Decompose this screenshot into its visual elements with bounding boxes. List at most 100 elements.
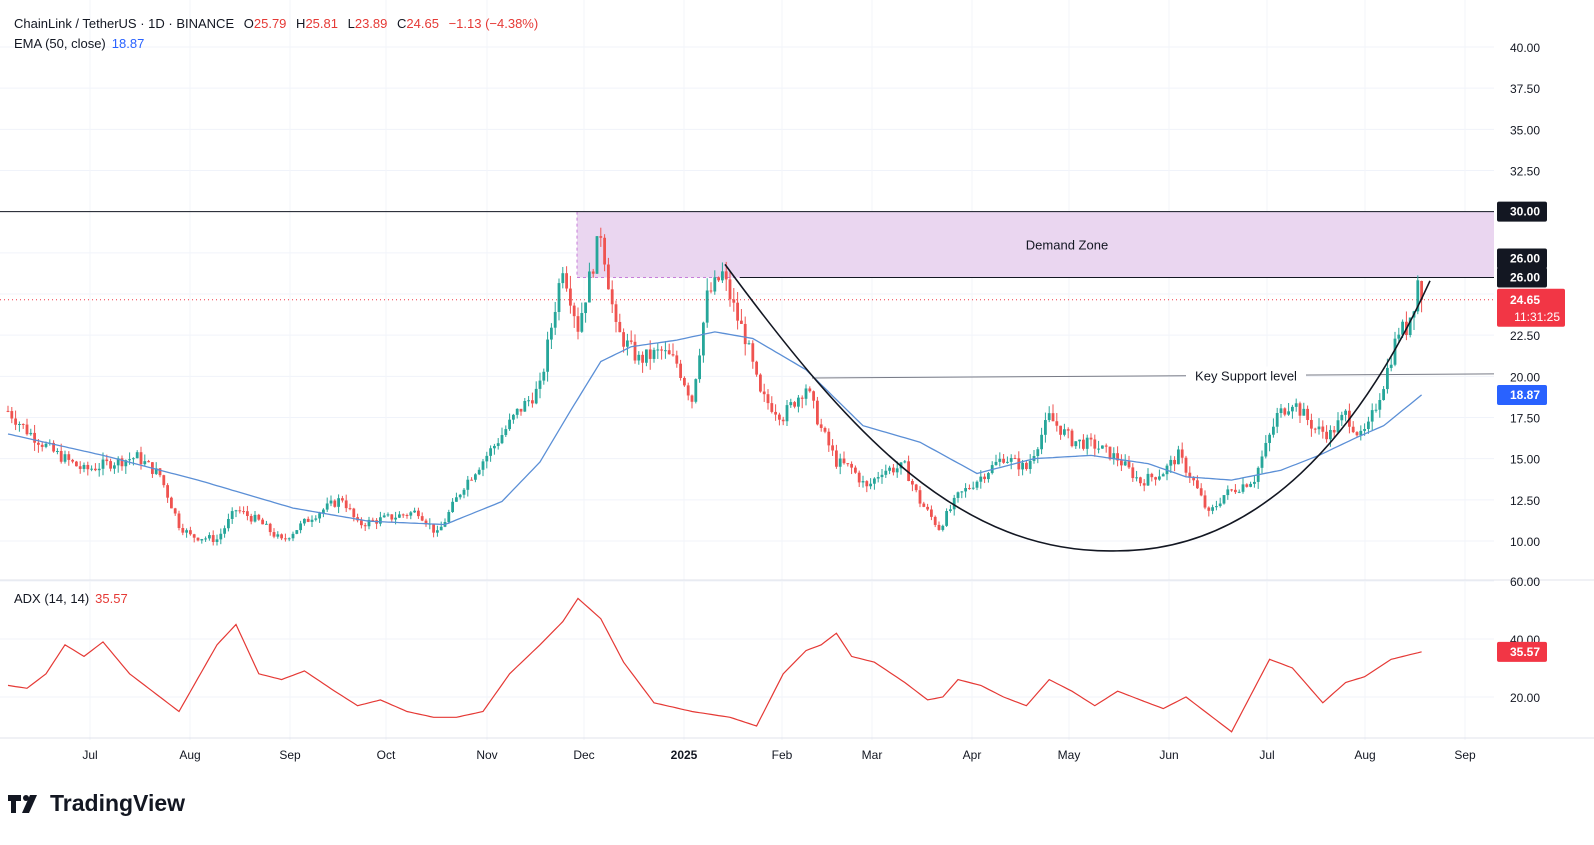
candle-body [565,273,568,289]
candle-body [933,516,937,525]
candle-body [1203,495,1207,508]
candle-body [1025,462,1028,470]
candle-body [774,411,777,415]
symbol-title[interactable]: ChainLink / TetherUS · 1D · BINANCE [14,16,235,31]
candle-body [162,475,166,486]
candle-body [249,515,253,522]
candle-body [82,464,86,469]
candle-body [1287,411,1290,415]
candle-body [1150,473,1154,478]
candle-body [838,458,842,467]
tradingview-logo[interactable]: TradingView [8,790,185,817]
candle-body [352,508,356,518]
candle-body [823,427,827,432]
candle-body [835,450,838,467]
tradingview-logo-icon [8,794,37,813]
candle-body [1070,430,1074,447]
candle-body [1142,483,1146,486]
candle-body [1017,458,1021,470]
candle-body [310,519,314,522]
ema-legend[interactable]: EMA (50, close) 18.87 [14,36,150,51]
candle-body [436,530,439,533]
candle-body [599,236,603,238]
candle-series [6,227,1423,546]
time-tick-label: Oct [377,748,396,762]
candle-body [348,508,352,510]
time-tick-label: Sep [1454,748,1476,762]
time-tick-label: Sep [279,748,301,762]
candle-body [280,534,283,539]
candle-body [44,443,48,447]
time-tick-label: 2025 [671,748,698,762]
candle-body [930,509,933,517]
candle-body [1249,483,1252,487]
candle-body [519,408,523,412]
candle-body [1059,425,1062,435]
candle-body [675,355,679,364]
candle-body [71,459,74,462]
candle-body [785,405,789,422]
candle-body [1173,459,1176,465]
candle-body [1355,432,1359,436]
candle-body [1082,439,1085,449]
candle-body [1207,507,1211,511]
candle-body [808,388,812,392]
candle-body [816,400,819,425]
candle-body [812,391,815,401]
candle-body [474,474,477,480]
candle-body [584,302,587,314]
candle-body [1222,495,1226,504]
candle-body [781,419,785,422]
candle-body [299,523,302,531]
candle-body [1245,484,1249,487]
candle-body [561,273,565,284]
candle-body [873,478,876,484]
candle-body [1241,484,1245,492]
candle-body [109,461,112,469]
key-support-label: Key Support level [1195,369,1297,384]
candle-body [770,403,774,412]
svg-text:11:31:25: 11:31:25 [1514,310,1560,324]
candle-body [793,402,796,407]
ohlc-low: L23.89 [347,16,388,31]
candle-body [1089,437,1093,440]
candle-body [569,288,572,306]
candle-body [29,432,33,435]
time-tick-label: Dec [573,748,594,762]
candle-body [656,349,660,351]
candle-body [945,511,948,526]
candle-body [1260,456,1264,468]
candle-body [493,445,496,449]
candle-body [987,473,990,480]
candle-body [208,535,211,539]
candle-body [379,517,382,524]
candle-body [451,501,454,513]
adx-legend[interactable]: ADX (14, 14) 35.57 [14,591,134,606]
candle-body [382,515,386,518]
candle-body [994,461,998,466]
candle-body [903,461,907,463]
candle-body [1002,458,1005,463]
candle-body [470,479,473,481]
candle-body [1120,460,1123,466]
candle-body [542,371,546,381]
candle-body [1294,403,1298,407]
candle-body [740,320,743,324]
price-tick-label: 15.00 [1510,453,1540,467]
candle-body [200,539,204,541]
candle-body [895,468,899,473]
time-tick-label: Feb [772,748,793,762]
candle-body [800,397,804,399]
candle-body [1078,439,1081,442]
price-tick-label: 12.50 [1510,494,1540,508]
candle-body [261,519,264,525]
time-tick-label: Jun [1159,748,1178,762]
badge-30: 30.00 [1497,201,1547,222]
candle-body [496,443,500,446]
candle-body [6,410,10,412]
candle-body [580,313,584,332]
candle-body [1135,477,1138,479]
candle-body [591,271,595,274]
candle-body [960,491,964,493]
